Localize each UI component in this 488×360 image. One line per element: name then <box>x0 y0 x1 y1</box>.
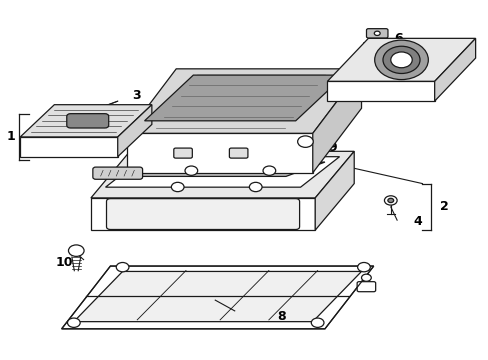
Circle shape <box>387 198 393 203</box>
Circle shape <box>374 40 427 80</box>
Text: 3: 3 <box>132 89 140 102</box>
Polygon shape <box>91 198 315 230</box>
Polygon shape <box>127 69 361 134</box>
Text: 2: 2 <box>439 201 447 213</box>
Circle shape <box>311 318 324 327</box>
FancyBboxPatch shape <box>173 148 192 158</box>
Circle shape <box>116 262 129 272</box>
Text: 5: 5 <box>441 68 450 81</box>
Polygon shape <box>127 134 312 173</box>
Polygon shape <box>120 162 325 176</box>
Circle shape <box>373 31 379 36</box>
Polygon shape <box>61 266 373 329</box>
FancyBboxPatch shape <box>93 167 142 179</box>
Circle shape <box>171 182 183 192</box>
Circle shape <box>68 245 84 256</box>
Text: 8: 8 <box>276 310 285 324</box>
Circle shape <box>67 318 80 327</box>
Text: 10: 10 <box>55 256 73 269</box>
Circle shape <box>361 274 370 281</box>
Circle shape <box>184 166 197 175</box>
FancyBboxPatch shape <box>67 114 108 128</box>
Text: 1: 1 <box>6 130 15 144</box>
Text: 9: 9 <box>327 141 336 154</box>
FancyBboxPatch shape <box>106 199 299 229</box>
Text: 7: 7 <box>106 175 115 188</box>
Polygon shape <box>312 69 361 173</box>
Polygon shape <box>315 151 353 230</box>
Circle shape <box>263 166 275 175</box>
Circle shape <box>382 46 419 73</box>
Polygon shape <box>91 151 353 198</box>
Polygon shape <box>20 105 152 137</box>
Polygon shape <box>74 271 361 321</box>
FancyBboxPatch shape <box>366 29 387 38</box>
Circle shape <box>249 182 262 192</box>
Polygon shape <box>327 39 475 81</box>
Polygon shape <box>144 75 344 121</box>
Circle shape <box>390 52 411 68</box>
Circle shape <box>357 262 369 272</box>
Circle shape <box>297 136 313 147</box>
FancyBboxPatch shape <box>356 282 375 292</box>
Polygon shape <box>327 81 434 101</box>
Polygon shape <box>105 157 339 187</box>
Text: 6: 6 <box>393 32 402 45</box>
Polygon shape <box>434 39 475 101</box>
Text: 4: 4 <box>412 215 421 228</box>
Polygon shape <box>20 137 118 157</box>
Polygon shape <box>118 105 152 157</box>
Circle shape <box>384 196 396 205</box>
FancyBboxPatch shape <box>229 148 247 158</box>
